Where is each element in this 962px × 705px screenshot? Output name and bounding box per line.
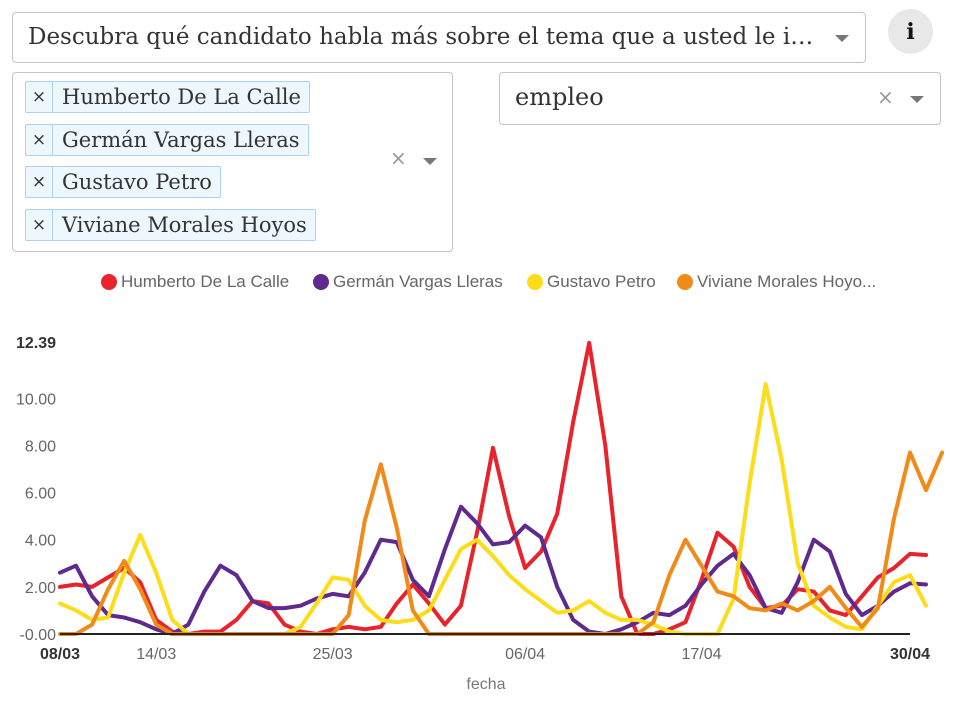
candidate-tag-label: Germán Vargas Lleras <box>62 128 300 152</box>
legend-label: Gustavo Petro <box>547 272 656 291</box>
y-tick-label: 10.00 <box>16 391 56 408</box>
candidate-tag-label: Viviane Morales Hoyos <box>62 213 307 237</box>
y-tick-label: 6.00 <box>25 486 56 503</box>
remove-tag-icon[interactable]: × <box>26 167 53 197</box>
candidate-tag: × Humberto De La Calle <box>25 81 310 113</box>
chevron-down-icon[interactable] <box>910 96 924 103</box>
series-line <box>58 340 928 636</box>
y-tick-label: 2.00 <box>25 580 56 597</box>
topic-select[interactable]: Descubra qué candidato habla más sobre e… <box>12 12 866 63</box>
x-tick-label: 17/04 <box>681 646 721 663</box>
y-tick-label: 12.39 <box>16 335 56 352</box>
candidate-tag-label: Gustavo Petro <box>62 170 212 194</box>
legend-item[interactable]: Humberto De La Calle <box>101 272 289 292</box>
x-tick-label: 14/03 <box>136 646 176 663</box>
line-chart: -0.00 2.00 4.00 6.00 8.00 10.00 12.39 08/03 14/0… <box>16 335 945 693</box>
y-tick-label: 4.00 <box>25 533 56 550</box>
x-axis-title: fecha <box>466 676 505 693</box>
info-button[interactable]: i <box>888 9 933 54</box>
candidate-tag: × Viviane Morales Hoyos <box>25 209 316 241</box>
candidate-tag: × Germán Vargas Lleras <box>25 124 309 156</box>
candidates-multiselect[interactable]: × Humberto De La Calle × Germán Vargas L… <box>12 72 453 252</box>
keyword-select-value: empleo <box>515 83 604 111</box>
legend-item[interactable]: Gustavo Petro <box>527 272 656 292</box>
remove-tag-icon[interactable]: × <box>26 125 53 155</box>
series-line <box>58 504 928 636</box>
y-tick-label: -0.00 <box>20 627 57 644</box>
chart-legend: Humberto De La Calle Germán Vargas Llera… <box>0 270 962 294</box>
remove-tag-icon[interactable]: × <box>26 82 53 112</box>
keyword-select[interactable]: empleo × <box>499 72 941 125</box>
legend-dot-icon <box>101 274 117 290</box>
x-tick-label: 25/03 <box>313 646 353 663</box>
topic-select-value: Descubra qué candidato habla más sobre e… <box>28 24 818 50</box>
clear-all-icon[interactable]: × <box>390 146 407 170</box>
x-tick-label: 30/04 <box>890 646 930 663</box>
x-tick-label: 08/03 <box>40 646 80 663</box>
legend-item[interactable]: Viviane Morales Hoyo... <box>677 272 876 292</box>
legend-label: Germán Vargas Lleras <box>333 272 503 291</box>
legend-dot-icon <box>677 274 693 290</box>
clear-keyword-icon[interactable]: × <box>877 85 894 109</box>
legend-label: Humberto De La Calle <box>121 272 290 291</box>
remove-tag-icon[interactable]: × <box>26 210 53 240</box>
legend-item[interactable]: Germán Vargas Lleras <box>313 272 503 292</box>
y-tick-label: 8.00 <box>25 438 56 455</box>
candidate-tag: × Gustavo Petro <box>25 166 221 198</box>
info-icon: i <box>906 18 915 45</box>
legend-dot-icon <box>313 274 329 290</box>
legend-dot-icon <box>527 274 543 290</box>
chevron-down-icon[interactable] <box>423 158 437 165</box>
chevron-down-icon[interactable] <box>835 35 849 42</box>
legend-label: Viviane Morales Hoyo... <box>697 272 877 291</box>
x-tick-label: 06/04 <box>505 646 545 663</box>
candidate-tag-label: Humberto De La Calle <box>62 85 301 109</box>
series-line <box>58 382 928 636</box>
